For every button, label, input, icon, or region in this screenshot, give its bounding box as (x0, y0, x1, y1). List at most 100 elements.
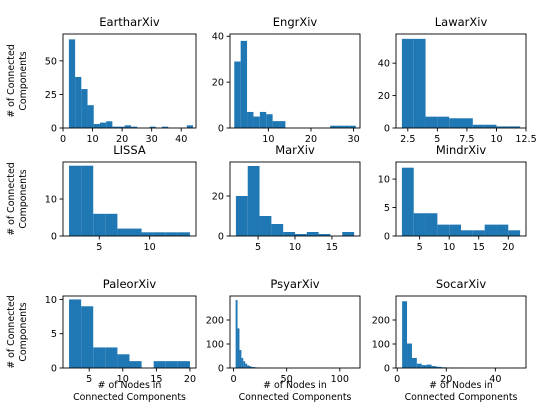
histogram-bar (68, 39, 76, 129)
x-tick-label: 20 (116, 134, 128, 145)
histogram-bar (279, 121, 286, 128)
subplot-title: EartharXiv (99, 15, 160, 29)
histogram-bar (472, 230, 485, 236)
y-axis-label: # of Connected (6, 162, 17, 235)
x-tick-label: 10 (443, 242, 455, 253)
histogram-bar (235, 300, 238, 368)
histogram-bar (342, 232, 355, 236)
histogram-bar (330, 125, 337, 128)
histogram-bar (165, 361, 178, 368)
histogram-bar (349, 125, 356, 128)
histogram-bar (153, 361, 166, 368)
y-tick-label: 20 (212, 78, 224, 89)
histogram-bar (436, 366, 442, 368)
histogram-bar (407, 343, 412, 368)
histogram-bar (342, 125, 350, 128)
y-tick-label: 5 (51, 329, 57, 340)
histogram-bar (106, 121, 113, 128)
y-tick-label: 100 (372, 339, 390, 350)
x-tick-label: 7.5 (459, 134, 474, 145)
histogram-bar (237, 328, 240, 368)
histogram-bar (165, 232, 178, 236)
histogram-bar (496, 126, 509, 128)
y-axis-label: # of Connected (6, 295, 17, 368)
histogram-bar (247, 365, 250, 368)
histogram-bar (105, 213, 118, 236)
histogram-bar (93, 347, 106, 368)
y-tick-label: 0 (384, 123, 390, 134)
histogram-bar (112, 126, 119, 128)
x-tick-label: 15 (326, 242, 338, 253)
histogram-bar (235, 196, 248, 236)
histogram-bar (117, 354, 130, 368)
histogram-bar (149, 126, 156, 128)
y-axis-label: Components (18, 169, 29, 228)
histogram-bar (105, 347, 118, 368)
histogram-bar (259, 216, 272, 236)
x-axis-label: Connected Components (239, 392, 352, 403)
y-tick-label: 0 (218, 363, 224, 374)
x-tick-label: 0 (60, 134, 66, 145)
subplot-mindrxiv: MindrXiv 5 10 15 20 0 5 10 (378, 143, 527, 253)
axes-frame (229, 295, 361, 369)
y-tick-label: 20 (378, 91, 390, 102)
histogram-bar (243, 361, 246, 368)
y-tick-label: 10 (45, 194, 57, 205)
histogram-bar (129, 228, 142, 236)
histogram-bar (431, 366, 437, 368)
y-tick-label: 10 (378, 174, 390, 185)
x-axis-label: Connected Components (73, 392, 186, 403)
histogram-bar (69, 165, 82, 236)
x-tick-label: 10 (117, 374, 129, 385)
histogram-bar (421, 365, 427, 368)
subplot-socarxiv: SocarXiv 0 20 40 0 100 200 # of Nodes inConnect… (372, 277, 527, 403)
subplot-title: PaleorXiv (103, 277, 157, 291)
axes-frame (395, 33, 527, 129)
histogram-bar (426, 364, 432, 368)
histogram-bar (472, 124, 485, 128)
x-tick-label: 10 (144, 242, 156, 253)
histogram-bar (449, 224, 461, 236)
histogram-bar (99, 122, 107, 128)
histogram-bar (87, 105, 94, 128)
histogram-bar (402, 301, 408, 368)
y-tick-label: 200 (206, 315, 224, 326)
histogram-bar (75, 76, 82, 128)
histogram-bar (124, 125, 131, 128)
y-tick-label: 20 (212, 191, 224, 202)
histogram-bar (496, 224, 509, 236)
histogram-bar (437, 116, 450, 128)
histogram-bar (411, 357, 417, 368)
axes-frame (62, 33, 197, 129)
histogram-bar (253, 116, 260, 128)
subplot-title: PsyarXiv (270, 277, 319, 291)
y-tick-label: 100 (206, 339, 224, 350)
histogram-bar (162, 126, 169, 128)
y-axis-label: Components (18, 51, 29, 110)
y-tick-label: 50 (45, 56, 57, 67)
histogram-bar (129, 361, 142, 368)
y-tick-label: 0 (218, 123, 224, 134)
y-tick-label: 40 (378, 59, 390, 70)
axes-frame (395, 295, 527, 369)
histogram-bar (306, 232, 319, 236)
histogram-bar (416, 363, 422, 368)
x-tick-label: 10 (490, 134, 502, 145)
subplot-marxiv: MarXiv 5 10 15 0 20 (212, 143, 361, 253)
y-tick-label: 10 (45, 295, 57, 306)
y-tick-label: 5 (384, 203, 390, 214)
x-tick-label: 30 (347, 134, 359, 145)
histogram-bar (272, 121, 280, 128)
histogram-bar (93, 213, 106, 236)
subplot-title: MarXiv (275, 143, 315, 157)
histogram-bar (245, 363, 248, 368)
x-tick-label: 5 (255, 242, 261, 253)
y-tick-label: 0 (51, 123, 57, 134)
histogram-bar (117, 228, 130, 236)
x-tick-label: 30 (146, 134, 158, 145)
y-tick-label: 25 (45, 90, 57, 101)
y-tick-label: 0 (218, 231, 224, 242)
histogram-bar (81, 306, 94, 368)
x-axis-label: Connected Components (405, 392, 518, 403)
